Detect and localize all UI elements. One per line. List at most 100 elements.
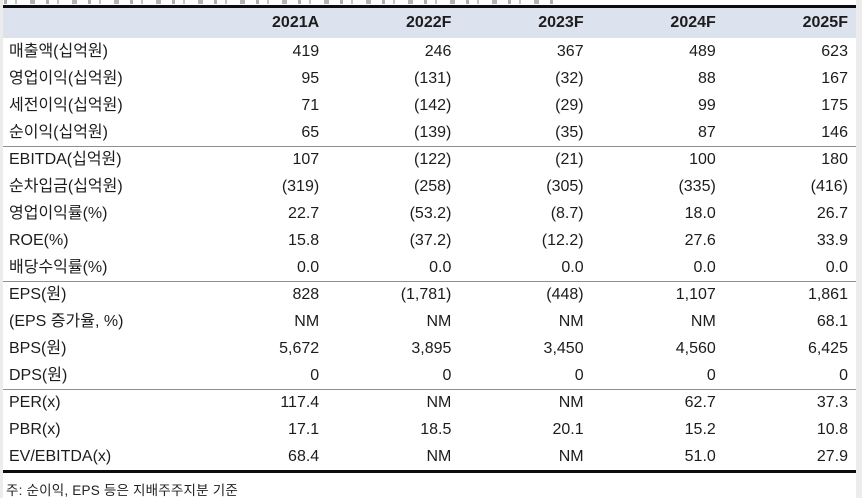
- estimates-table: 2021A 2022F 2023F 2024F 2025F 매출액(십억원) 4…: [3, 5, 856, 473]
- cell-value: (12.2): [541, 231, 584, 249]
- cell-value: (122): [414, 151, 452, 168]
- table-row-eps-growth: (EPS 증가율, %) NM NM NM NM 68.1: [3, 308, 856, 335]
- row-label: DPS(원): [9, 366, 68, 384]
- cell-value: (319): [281, 177, 320, 195]
- row-label: 영업이익(십억원): [9, 69, 123, 87]
- cell-value: (448): [546, 286, 584, 303]
- table-header-row: 2021A 2022F 2023F 2024F 2025F: [3, 8, 856, 38]
- table-row-per: PER(x) 117.4 NM NM 62.7 37.3: [3, 389, 856, 416]
- cell-value: 623: [821, 42, 848, 60]
- cell-value: 1,861: [807, 286, 848, 303]
- cell-value: NM: [426, 312, 452, 330]
- cell-value: 117.4: [280, 394, 320, 411]
- cell-value: 17.1: [288, 420, 320, 438]
- column-header-2024f: 2024F: [670, 14, 716, 31]
- cell-value: 99: [698, 96, 716, 114]
- cell-value: 0: [574, 366, 584, 384]
- cell-value: 0: [839, 366, 848, 384]
- table-row-operating-margin: 영업이익률(%) 22.7 (53.2) (8.7) 18.0 26.7: [3, 200, 856, 227]
- cell-value: 828: [292, 286, 320, 303]
- cell-value: 419: [292, 42, 320, 60]
- cell-value: 26.7: [816, 204, 848, 222]
- table-row-net-profit: 순이익(십억원) 65 (139) (35) 87 146: [3, 119, 856, 146]
- cell-value: 0.0: [693, 258, 716, 276]
- cell-value: 18.5: [420, 420, 452, 438]
- cell-value: 95: [301, 69, 320, 87]
- cell-value: 3,895: [411, 339, 452, 357]
- cell-value: 65: [301, 123, 320, 141]
- table-row-revenue: 매출액(십억원) 419 246 367 489 623: [3, 38, 856, 65]
- cell-value: 167: [821, 69, 848, 87]
- row-label: 순차입금(십억원): [9, 177, 123, 195]
- row-label: BPS(원): [9, 339, 67, 357]
- cell-value: NM: [426, 447, 452, 465]
- cell-value: 489: [689, 42, 716, 60]
- cell-value: (131): [414, 69, 452, 87]
- cell-value: (1,781): [400, 286, 452, 303]
- row-label: PER(x): [9, 394, 61, 411]
- cell-value: (35): [555, 123, 584, 141]
- cell-value: 3,450: [543, 339, 584, 357]
- cell-value: 246: [424, 42, 452, 60]
- table-row-ebitda: EBITDA(십억원) 107 (122) (21) 100 180: [3, 146, 856, 173]
- cell-value: 37.3: [816, 394, 848, 411]
- cell-value: 27.9: [816, 447, 848, 465]
- cell-value: (335): [678, 177, 716, 195]
- table-row-bps: BPS(원) 5,672 3,895 3,450 4,560 6,425: [3, 335, 856, 362]
- cell-value: (258): [414, 177, 452, 195]
- cell-value: (21): [555, 151, 584, 168]
- cell-value: 4,560: [675, 339, 716, 357]
- cell-value: 5,672: [279, 339, 320, 357]
- row-label: 매출액(십억원): [9, 42, 108, 60]
- row-label: (EPS 증가율, %): [9, 312, 124, 330]
- cell-value: 0: [706, 366, 716, 384]
- row-label: 순이익(십억원): [9, 123, 108, 141]
- column-header-2025f: 2025F: [802, 14, 848, 31]
- row-label: EV/EBITDA(x): [9, 447, 112, 465]
- cell-value: 68.4: [288, 447, 320, 465]
- cell-value: 20.1: [552, 420, 584, 438]
- cell-value: 0.0: [296, 258, 320, 276]
- table-row-operating-profit: 영업이익(십억원) 95 (131) (32) 88 167: [3, 65, 856, 92]
- cell-value: 15.8: [288, 231, 320, 249]
- cell-value: NM: [426, 394, 452, 411]
- cell-value: 22.7: [288, 204, 320, 222]
- table-row-pretax-profit: 세전이익(십억원) 71 (142) (29) 99 175: [3, 92, 856, 119]
- cell-value: 146: [821, 123, 848, 141]
- cell-value: (32): [555, 69, 584, 87]
- cell-value: 71: [301, 96, 320, 114]
- page-gutter-left: [0, 0, 3, 498]
- cell-value: (139): [414, 123, 452, 141]
- row-label: 영업이익률(%): [9, 204, 108, 222]
- cell-value: (142): [414, 96, 452, 114]
- cell-value: 0: [310, 366, 320, 384]
- cell-value: 62.7: [684, 394, 716, 411]
- footnote: 주: 순이익, EPS 등은 지배주주지분 기준: [6, 483, 238, 498]
- row-label: EPS(원): [9, 286, 67, 303]
- row-label: ROE(%): [9, 231, 69, 249]
- cell-value: 87: [698, 123, 716, 141]
- table-row-ev-ebitda: EV/EBITDA(x) 68.4 NM NM 51.0 27.9: [3, 443, 856, 470]
- cell-value: 100: [689, 151, 716, 168]
- column-header-2023f: 2023F: [538, 14, 584, 31]
- column-header-2021a: 2021A: [272, 14, 320, 31]
- cell-value: 18.0: [684, 204, 716, 222]
- row-label: PBR(x): [9, 420, 61, 438]
- cell-value: NM: [294, 312, 320, 330]
- cell-value: NM: [558, 312, 584, 330]
- cell-value: 0.0: [429, 258, 452, 276]
- column-header-2022f: 2022F: [406, 14, 452, 31]
- cell-value: 367: [556, 42, 584, 60]
- cell-value: 10.8: [816, 420, 848, 438]
- row-label: 배당수익률(%): [9, 258, 108, 276]
- table-row-dividend-yield: 배당수익률(%) 0.0 0.0 0.0 0.0 0.0: [3, 254, 856, 281]
- cell-value: 88: [698, 69, 716, 87]
- table-row-roe: ROE(%) 15.8 (37.2) (12.2) 27.6 33.9: [3, 227, 856, 254]
- cell-value: 68.1: [816, 312, 848, 330]
- cell-value: 175: [821, 96, 848, 114]
- clipped-title-fragment: [4, 0, 560, 4]
- cell-value: NM: [690, 312, 716, 330]
- cell-value: 1,107: [675, 286, 716, 303]
- table-row-pbr: PBR(x) 17.1 18.5 20.1 15.2 10.8: [3, 416, 856, 443]
- cell-value: 180: [821, 151, 848, 168]
